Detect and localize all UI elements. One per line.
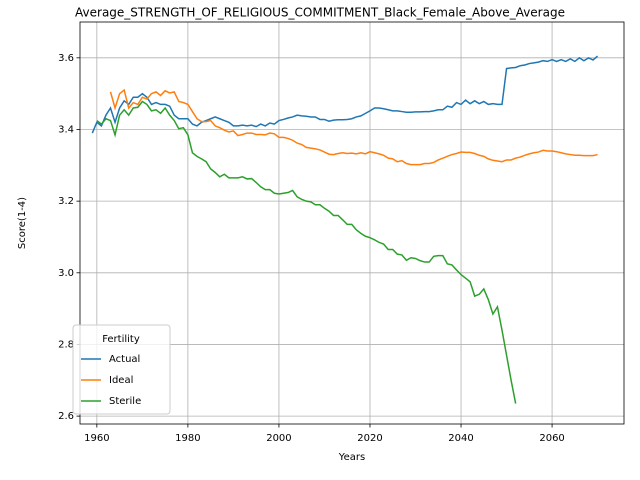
x-tick-label: 2060	[539, 433, 564, 444]
legend-label: Actual	[109, 354, 140, 365]
x-axis-label: Years	[338, 452, 365, 463]
chart-title: Average_STRENGTH_OF_RELIGIOUS_COMMITMENT…	[75, 6, 565, 20]
y-axis-label: Score(1-4)	[17, 197, 28, 249]
series-line	[96, 100, 517, 404]
y-tick-label: 3.4	[58, 124, 74, 135]
y-tick-label: 3.6	[58, 53, 74, 64]
series-line	[91, 55, 599, 134]
x-tick-label: 1980	[175, 433, 200, 444]
y-tick-label: 2.8	[58, 339, 74, 350]
x-tick-label: 2020	[357, 433, 382, 444]
legend-label: Ideal	[109, 375, 133, 386]
y-tick-label: 3.0	[58, 268, 74, 279]
x-tick-label: 1960	[84, 433, 109, 444]
y-tick-label: 2.6	[58, 411, 74, 422]
x-tick-label: 2040	[448, 433, 473, 444]
series-line	[109, 88, 598, 166]
plot-frame	[79, 21, 625, 425]
legend-box	[72, 324, 171, 415]
x-tick-label: 2000	[266, 433, 291, 444]
y-tick-label: 3.2	[58, 196, 74, 207]
legend-label: Sterile	[109, 396, 141, 407]
legend-title: Fertility	[102, 334, 140, 345]
